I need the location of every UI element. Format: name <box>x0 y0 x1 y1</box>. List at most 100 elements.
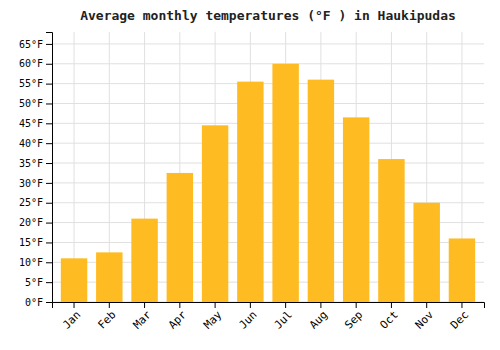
y-tick: 35°F <box>19 158 52 169</box>
y-tick: 30°F <box>19 178 52 189</box>
x-tick-mark <box>109 302 110 308</box>
y-tick-label: 40°F <box>19 138 43 149</box>
x-tick: Jan <box>60 302 83 332</box>
y-tick-mark <box>46 223 52 224</box>
y-tick-mark <box>46 282 52 283</box>
bar <box>343 117 369 302</box>
plot-area: Jan Feb Mar Apr May Jun Jul Aug Sep Oct Nov Dec 0°F 5… <box>19 32 485 332</box>
x-tick: Dec <box>448 302 471 332</box>
y-tick-label: 50°F <box>19 98 43 109</box>
x-tick-mark <box>391 302 392 308</box>
y-tick-label: 25°F <box>19 197 43 208</box>
x-tick-mark <box>320 302 321 308</box>
x-tick: Nov <box>413 302 437 332</box>
y-tick-mark <box>46 262 52 263</box>
x-tick-mark <box>144 302 145 308</box>
x-tick-mark <box>215 302 216 308</box>
x-tick-mark <box>426 302 427 308</box>
y-tick: 10°F <box>19 257 52 268</box>
bar <box>449 238 475 302</box>
x-tick: May <box>201 302 225 332</box>
y-tick-mark <box>46 163 52 164</box>
y-tick: 25°F <box>19 197 52 208</box>
y-tick: 50°F <box>19 98 52 109</box>
y-tick-mark <box>46 44 52 45</box>
y-grid-line <box>52 63 484 64</box>
x-tick-mark <box>179 302 180 308</box>
y-tick-label: 0°F <box>25 297 43 308</box>
grid <box>52 32 484 302</box>
x-tick-label: Oct <box>377 308 400 331</box>
x-tick-label: Mar <box>131 308 155 332</box>
chart-svg: Jan Feb Mar Apr May Jun Jul Aug Sep Oct Nov Dec 0°F 5… <box>0 0 500 350</box>
x-tick-label: May <box>201 308 225 332</box>
y-tick: 55°F <box>19 78 52 89</box>
y-tick-label: 60°F <box>19 58 43 69</box>
y-tick-label: 5°F <box>25 277 43 288</box>
y-tick-mark <box>46 84 52 85</box>
x-axis-line <box>53 303 485 309</box>
y-tick-mark <box>46 203 52 204</box>
y-grid-line <box>52 43 484 44</box>
bar <box>413 203 439 302</box>
y-tick: 5°F <box>25 277 52 288</box>
y-tick-label: 45°F <box>19 118 43 129</box>
bar <box>131 219 157 302</box>
x-tick-label: Feb <box>95 308 118 331</box>
y-grid-line <box>52 123 484 124</box>
y-tick-label: 10°F <box>19 257 43 268</box>
chart-title: Average monthly temperatures (°F ) in Ha… <box>80 8 456 23</box>
y-tick-label: 65°F <box>19 39 43 50</box>
y-tick: 40°F <box>19 138 52 149</box>
x-tick-label: Aug <box>307 308 330 331</box>
y-tick-label: 15°F <box>19 237 43 248</box>
y-tick: 60°F <box>19 58 52 69</box>
y-grid-line <box>52 163 484 164</box>
x-axis: Jan Feb Mar Apr May Jun Jul Aug Sep Oct Nov Dec <box>53 302 485 332</box>
bar <box>378 159 404 302</box>
bar <box>61 258 87 302</box>
y-tick: 20°F <box>19 217 52 228</box>
y-tick-mark <box>46 123 52 124</box>
x-tick-mark <box>461 302 462 308</box>
x-tick-label: Nov <box>413 308 437 332</box>
x-tick-label: Jul <box>272 308 295 331</box>
bar <box>96 252 122 302</box>
x-tick: Mar <box>131 302 155 332</box>
x-tick-label: Apr <box>166 308 190 332</box>
x-tick: Apr <box>166 302 190 332</box>
bar <box>167 173 193 302</box>
chart-container: Jan Feb Mar Apr May Jun Jul Aug Sep Oct Nov Dec 0°F 5… <box>0 0 500 350</box>
y-tick-mark <box>46 302 52 303</box>
y-grid-line <box>52 83 484 84</box>
y-grid-line <box>52 182 484 183</box>
bar <box>272 64 298 302</box>
x-tick: Oct <box>377 302 400 332</box>
y-tick-label: 20°F <box>19 217 43 228</box>
y-tick: 0°F <box>25 297 52 308</box>
y-tick-label: 55°F <box>19 78 43 89</box>
x-tick: Jul <box>272 302 295 332</box>
x-tick: Feb <box>95 302 118 332</box>
bar <box>308 80 334 302</box>
y-axis-line <box>46 33 53 303</box>
y-tick: 65°F <box>19 39 52 50</box>
x-tick-label: Dec <box>448 308 471 331</box>
x-tick-label: Jun <box>236 308 259 331</box>
x-tick: Sep <box>342 302 365 332</box>
bar <box>237 82 263 302</box>
x-tick-mark <box>285 302 286 308</box>
x-tick-label: Jan <box>60 308 83 331</box>
x-tick-label: Sep <box>342 308 365 331</box>
y-tick-mark <box>46 143 52 144</box>
x-tick: Aug <box>307 302 330 332</box>
y-axis: 0°F 5°F 10°F 15°F 20°F 25°F 30°F 35°F 40°F 45°F 50… <box>19 33 53 308</box>
y-grid-line <box>52 143 484 144</box>
x-tick-mark <box>356 302 357 308</box>
y-grid-line <box>52 103 484 104</box>
y-tick-mark <box>46 103 52 104</box>
y-tick-label: 30°F <box>19 178 43 189</box>
bar <box>202 125 228 302</box>
y-tick: 45°F <box>19 118 52 129</box>
x-tick-mark <box>74 302 75 308</box>
